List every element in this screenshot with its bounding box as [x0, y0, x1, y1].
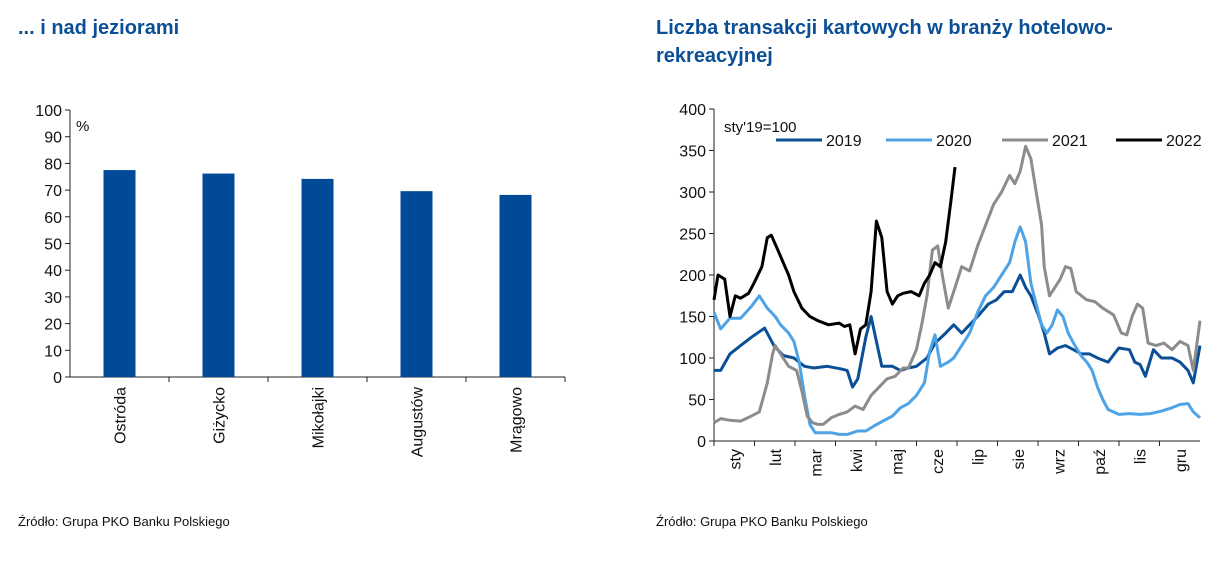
y-tick-label: 100 — [679, 351, 706, 368]
month-label: wrz — [1051, 449, 1068, 475]
y-tick-label: 10 — [44, 343, 62, 360]
legend-label: 2021 — [1052, 133, 1088, 150]
y-tick-label: 50 — [688, 393, 706, 410]
month-label: maj — [889, 449, 906, 475]
y-tick-label: 20 — [44, 317, 62, 334]
y-tick-label: 90 — [44, 130, 62, 147]
y-tick-label: 50 — [44, 237, 62, 254]
bar — [499, 194, 532, 377]
bar — [400, 191, 433, 377]
y-tick-label: 350 — [679, 144, 706, 161]
y-tick-label: 400 — [679, 102, 706, 119]
y-tick-label: 80 — [44, 156, 62, 173]
bar — [202, 173, 235, 377]
y-tick-label: 100 — [35, 103, 62, 120]
right-source-note: Źródło: Grupa PKO Banku Polskiego — [656, 514, 868, 529]
right-chart-title: Liczba transakcji kartowych w branży hot… — [656, 17, 1113, 67]
y-tick-label: 60 — [44, 210, 62, 227]
y-tick-label: 200 — [679, 268, 706, 285]
bar-chart-lakes: 0 10 20 30 40 50 60 70 80 90 100% Ostróda Giżycko Mik… — [35, 103, 566, 458]
month-label: sty — [727, 449, 744, 469]
month-label: mar — [808, 448, 825, 476]
category-label: Mrągowo — [509, 387, 526, 453]
month-label: paź — [1092, 449, 1109, 475]
bar — [301, 178, 334, 377]
unit-label: % — [76, 118, 89, 135]
month-label: lis — [1132, 449, 1149, 464]
y-tick-label: 40 — [44, 263, 62, 280]
series-line-2022 — [712, 166, 957, 356]
left-chart-title: ... i nad jeziorami — [18, 17, 180, 39]
line-chart-card-transactions: 0 50 100 150 200 250 300 350 400 sty lut mar kwi maj c… — [679, 102, 1202, 477]
month-label: cze — [930, 449, 947, 474]
left-source-note: Źródło: Grupa PKO Banku Polskiego — [18, 514, 230, 529]
category-label: Ostróda — [113, 387, 130, 444]
y-tick-label: 300 — [679, 185, 706, 202]
month-label: kwi — [849, 449, 866, 472]
month-label: lip — [970, 449, 987, 465]
y-tick-label: 150 — [679, 310, 706, 327]
category-label: Mikołajki — [311, 387, 328, 448]
y-tick-label: 30 — [44, 290, 62, 307]
series-line-2020 — [712, 225, 1201, 436]
y-tick-label: 70 — [44, 183, 62, 200]
unit-label: sty'19=100 — [724, 119, 797, 136]
legend-label: 2019 — [826, 133, 862, 150]
series-line-2021 — [713, 144, 1202, 426]
legend-label: 2020 — [936, 133, 972, 150]
y-tick-label: 250 — [679, 227, 706, 244]
month-label: gru — [1173, 449, 1190, 472]
category-label: Giżycko — [212, 387, 229, 444]
y-tick-label: 0 — [697, 434, 706, 451]
category-label: Augustów — [410, 387, 427, 458]
month-label: sie — [1011, 449, 1028, 470]
month-label: lut — [768, 448, 785, 465]
legend-label: 2022 — [1166, 133, 1202, 150]
bar — [103, 170, 136, 377]
y-tick-label: 0 — [53, 370, 62, 387]
